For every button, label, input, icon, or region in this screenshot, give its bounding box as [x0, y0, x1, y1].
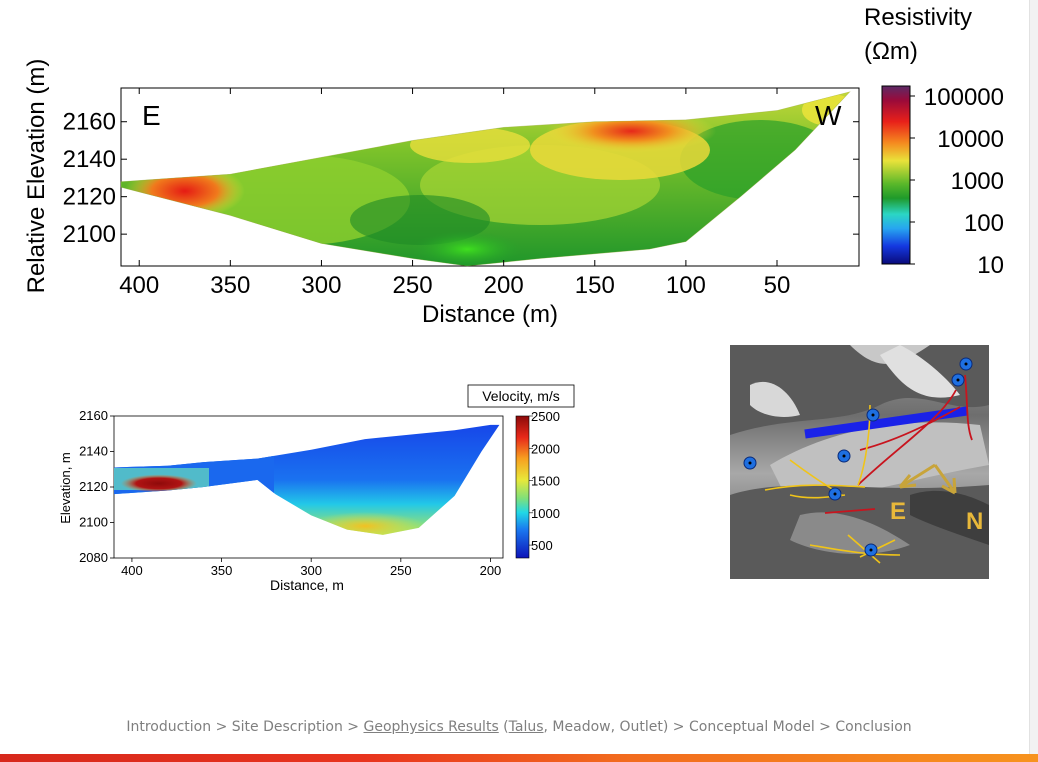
velocity-colorbar-title-box: [467, 384, 575, 408]
y-tick-label: 2160: [79, 408, 108, 423]
resistivity-section-outline: [120, 91, 851, 267]
photo-label-east: E: [890, 498, 906, 525]
y-tick-label: 2120: [63, 184, 116, 211]
resistivity-colorbar: [881, 85, 911, 265]
resistivity-y-axis: 2160 2140 2120 2100: [63, 109, 859, 248]
resistivity-colorbar-unit: (Ωm): [864, 38, 918, 65]
x-tick-label: 400: [119, 272, 159, 299]
x-tick-label: 100: [666, 272, 706, 299]
y-tick-label: 2120: [79, 479, 108, 494]
corner-label-west: W: [815, 100, 842, 131]
footer-color-bar: [0, 754, 1038, 762]
breadcrumb-nav: Introduction > Site Description > Geophy…: [0, 719, 1038, 735]
site-photo: E N: [730, 345, 989, 579]
x-tick-label: 350: [210, 272, 250, 299]
resistivity-x-label: Distance (m): [422, 301, 558, 328]
velocity-chart: 400 350 300 250 200 2160 2140 2120 2100 2080 Dis…: [58, 384, 575, 593]
y-tick-label: 2160: [63, 109, 116, 136]
conductive-zone-base: [412, 231, 523, 266]
colorbar-tick-label: 10: [977, 252, 1004, 279]
x-tick-label: 300: [301, 272, 341, 299]
x-tick-label: 300: [300, 563, 322, 578]
nav-conclusion[interactable]: Conclusion: [835, 719, 912, 735]
nav-separator: >: [211, 719, 232, 735]
fault-line-yellow: [764, 404, 901, 564]
x-tick-label: 400: [121, 563, 143, 578]
nav-introduction[interactable]: Introduction: [126, 719, 212, 735]
direction-arrow-north: [933, 464, 957, 495]
nav-site-description[interactable]: Site Description: [231, 719, 343, 735]
nav-talus[interactable]: Talus: [508, 719, 544, 735]
y-tick-label: 2140: [79, 444, 108, 459]
velocity-colorbar-ticks: 2500 2000 1500 1000 500: [529, 409, 560, 553]
colorbar-tick-label: 1000: [951, 168, 1004, 195]
x-tick-label: 50: [764, 272, 791, 299]
y-tick-label: 2100: [79, 515, 108, 530]
nav-geophysics-results[interactable]: Geophysics Results: [363, 719, 499, 735]
colorbar-tick-label: 10000: [937, 126, 1004, 153]
x-tick-label: 250: [393, 272, 433, 299]
high-velocity-zone: [120, 474, 197, 493]
colorbar-tick-label: 100: [964, 210, 1004, 237]
x-tick-label: 150: [575, 272, 615, 299]
colorbar-tick-label: 100000: [924, 84, 1004, 111]
nav-separator: >: [814, 719, 836, 735]
colorbar-tick-label: 1500: [531, 474, 560, 489]
nav-paren-open: (: [498, 719, 509, 735]
velocity-colorbar-title: Velocity, m/s: [482, 388, 560, 404]
resistivity-chart: 400 350 300 250 200 150 100 50 2160 2140 2120 2100…: [23, 4, 1004, 328]
corner-label-east: E: [142, 100, 161, 131]
x-tick-label: 350: [211, 563, 233, 578]
velocity-y-label: Elevation, m: [58, 452, 73, 524]
resistivity-x-axis: 400 350 300 250 200 150 100 50: [119, 88, 790, 299]
colorbar-tick-label: 2000: [531, 441, 560, 456]
y-tick-label: 2140: [63, 146, 116, 173]
direction-arrow-east: [898, 463, 936, 489]
nav-separator: >: [668, 719, 689, 735]
velocity-colorbar: [515, 415, 530, 559]
velocity-x-label: Distance, m: [270, 577, 344, 593]
resistivity-y-label: Relative Elevation (m): [23, 59, 50, 294]
sensor-markers: [743, 357, 973, 557]
resistivity-colorbar-ticks: 100000 10000 1000 100 10: [910, 84, 1004, 279]
nav-meadow-outlet[interactable]: , Meadow, Outlet): [543, 719, 669, 735]
slide-edge: [1029, 0, 1038, 754]
resistivity-colorbar-title: Resistivity: [864, 4, 972, 31]
y-tick-label: 2080: [79, 550, 108, 565]
survey-profile-line: [804, 406, 968, 439]
x-tick-label: 200: [484, 272, 524, 299]
velocity-y-axis: 2160 2140 2120 2100 2080: [79, 408, 114, 565]
y-tick-label: 2100: [63, 221, 116, 248]
nav-separator: >: [342, 719, 364, 735]
photo-label-north: N: [966, 508, 983, 535]
colorbar-tick-label: 1000: [531, 506, 560, 521]
velocity-x-axis: 400 350 300 250 200: [121, 558, 501, 578]
x-tick-label: 200: [480, 563, 502, 578]
colorbar-tick-label: 2500: [531, 409, 560, 424]
colorbar-tick-label: 500: [531, 538, 553, 553]
nav-conceptual-model[interactable]: Conceptual Model: [688, 719, 815, 735]
fault-line-red: [824, 374, 973, 514]
x-tick-label: 250: [390, 563, 412, 578]
